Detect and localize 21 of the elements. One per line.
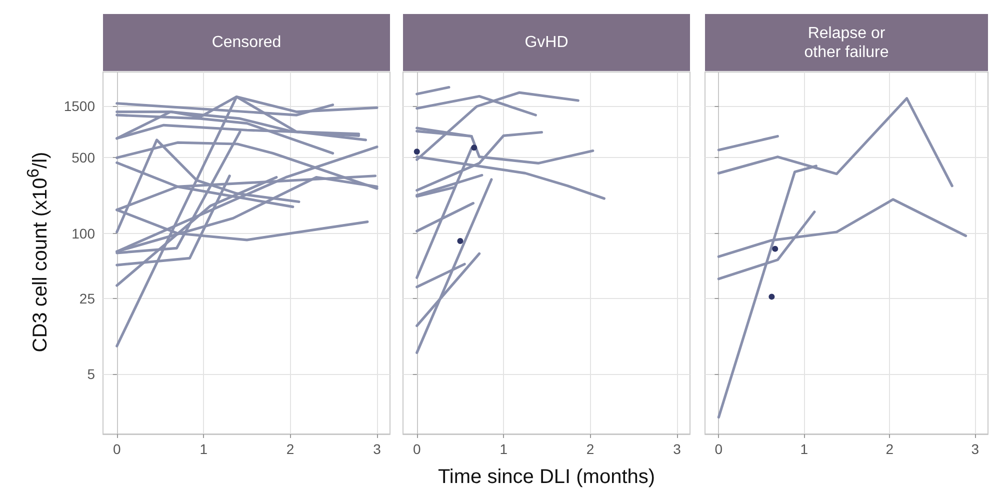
x-tick-label: 3 <box>971 441 980 457</box>
x-tick-label: 0 <box>714 441 723 457</box>
x-tick-label: 1 <box>800 441 808 457</box>
x-tick-label: 3 <box>373 441 382 457</box>
chart-title: GvHD <box>403 14 690 71</box>
x-tick-label: 3 <box>673 441 682 457</box>
y-tick-label: 100 <box>72 225 96 242</box>
y-tick-label: 5 <box>87 366 96 382</box>
x-tick-label: 1 <box>500 441 508 457</box>
y-tick-label: 500 <box>72 150 96 166</box>
x-tick-label: 0 <box>412 441 421 457</box>
x-tick-label: 2 <box>286 441 294 457</box>
y-tick-label: 1500 <box>64 98 96 114</box>
x-tick-label: 2 <box>586 441 594 457</box>
y-tick-label: 25 <box>79 290 96 307</box>
x-tick-label: 0 <box>112 441 121 457</box>
x-tick-label: 2 <box>886 441 894 457</box>
chart-title: Censored <box>103 14 390 71</box>
x-tick-label: 1 <box>200 441 208 457</box>
chart-title: Relapse or other failure <box>705 14 988 71</box>
x-axis-title: Time since DLI (months) <box>438 466 656 489</box>
